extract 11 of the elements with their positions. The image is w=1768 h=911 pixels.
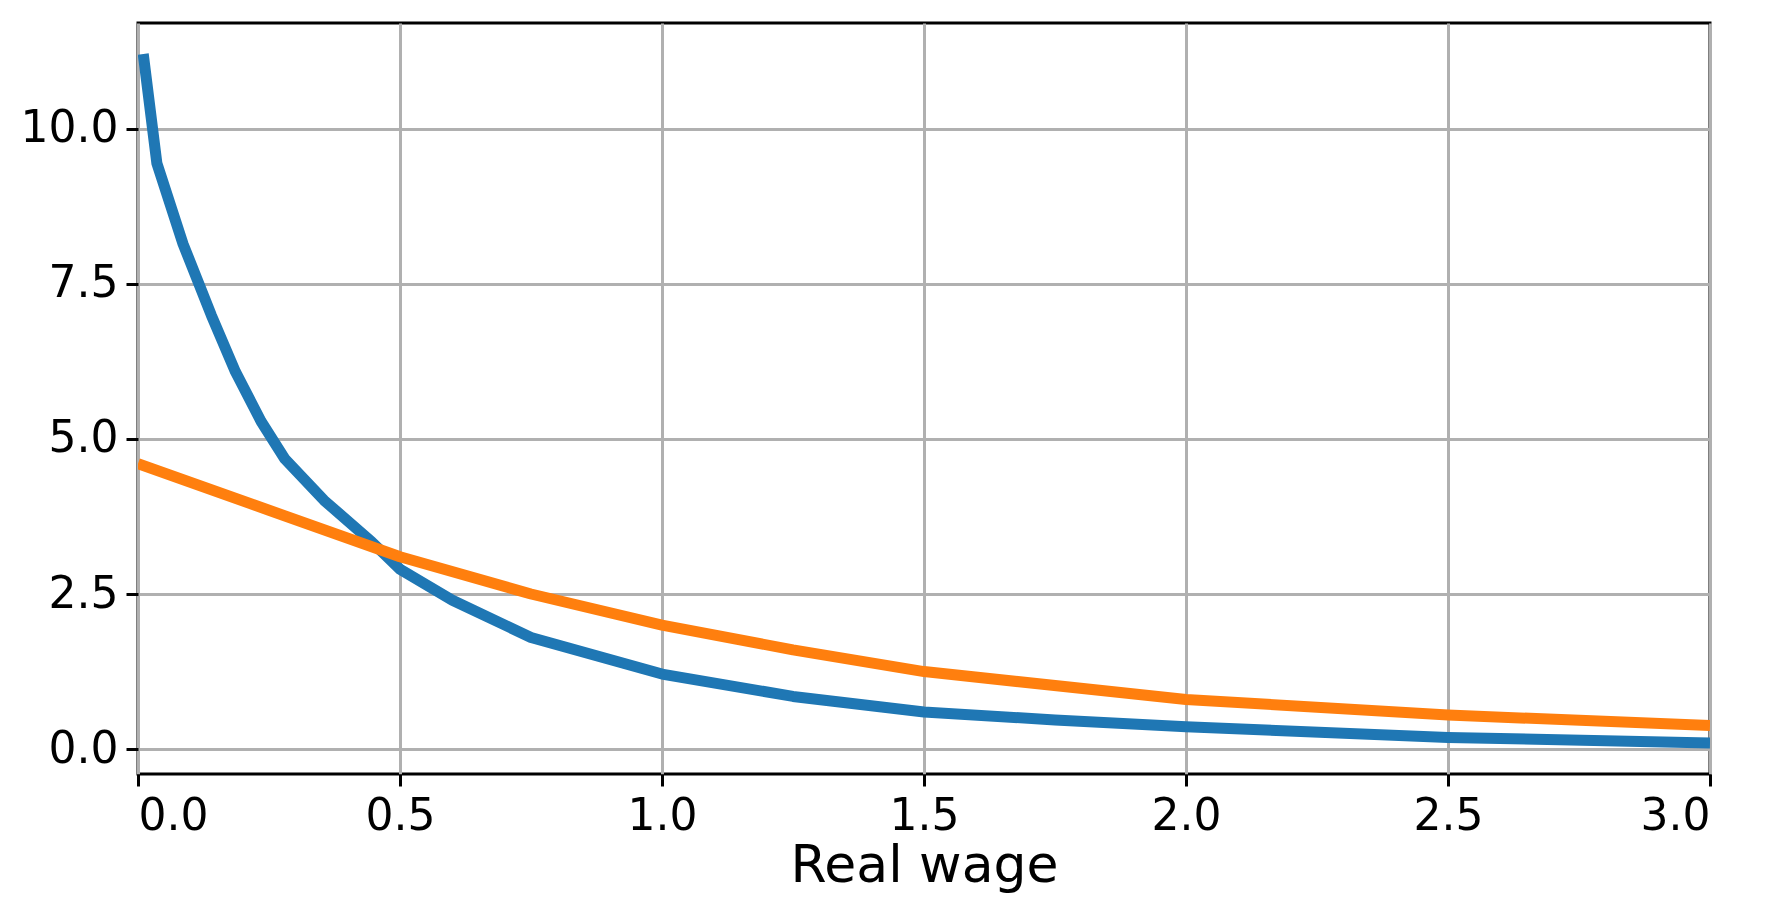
y-tick-label: 0.0 — [48, 721, 119, 773]
x-tick-label: 2.0 — [1151, 788, 1222, 840]
x-tick-label: 0.5 — [365, 788, 436, 840]
y-tick-label: 2.5 — [48, 566, 119, 618]
x-tick-label: 0.0 — [138, 788, 209, 840]
x-tick-label: 1.0 — [627, 788, 698, 840]
x-tick-label: 2.5 — [1413, 788, 1484, 840]
y-tick-label: 5.0 — [48, 411, 119, 463]
x-tick-label: 3.0 — [1640, 788, 1711, 840]
y-tick-label: 7.5 — [48, 256, 119, 308]
y-tick-label: 10.0 — [20, 101, 119, 153]
